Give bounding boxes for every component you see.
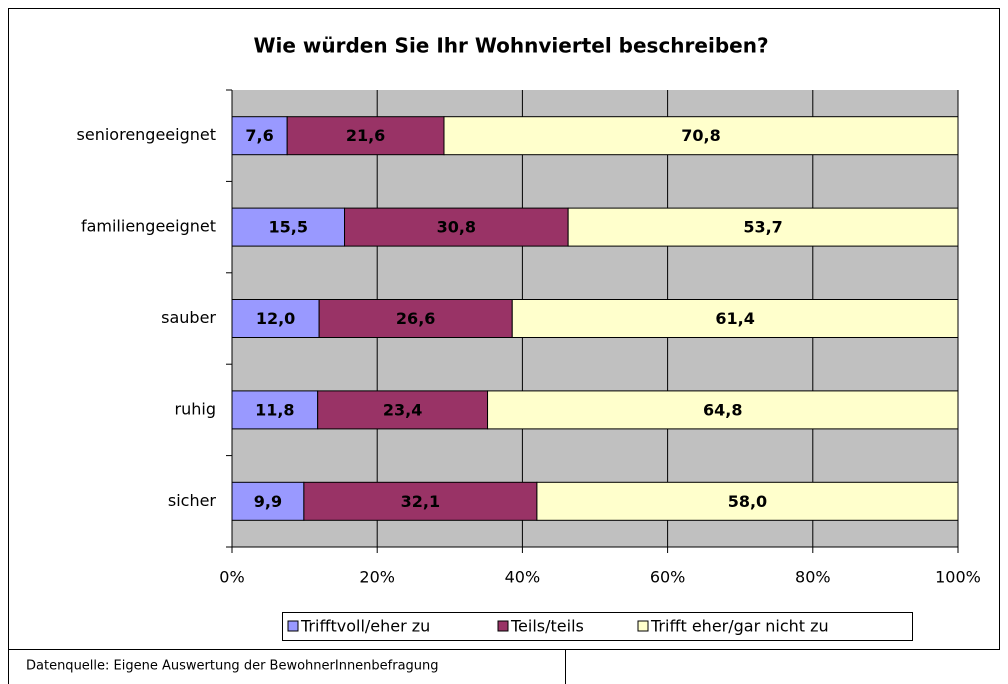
bar-segment <box>303 481 538 521</box>
data-label: 15,5 <box>269 218 308 237</box>
data-label: 7,6 <box>245 126 273 145</box>
y-tick-label: sauber <box>161 308 216 327</box>
data-label: 26,6 <box>396 309 435 328</box>
bar-segment <box>536 481 959 521</box>
legend-swatch <box>287 620 299 632</box>
data-label: 61,4 <box>715 309 754 328</box>
bar-segment <box>567 207 959 247</box>
bar-segment <box>318 299 513 338</box>
data-label: 30,8 <box>437 218 476 237</box>
y-tick-label: familiengeeignet <box>81 217 216 236</box>
y-tick-label: ruhig <box>175 399 216 418</box>
x-tick-label: 60% <box>650 568 686 587</box>
data-label: 12,0 <box>256 309 295 328</box>
y-tick-label: sicher <box>168 491 217 510</box>
legend-swatch <box>637 620 649 632</box>
legend-label: Trifft eher/gar nicht zu <box>650 617 829 636</box>
data-label: 70,8 <box>681 126 720 145</box>
x-tick-label: 100% <box>935 568 981 587</box>
legend-label: Teils/teils <box>510 617 584 636</box>
bar-segment <box>286 116 445 156</box>
bar-segment <box>511 299 959 338</box>
bar-segment <box>231 481 305 521</box>
bar-segment <box>344 207 569 247</box>
bar-segment <box>487 390 959 430</box>
legend-label: Trifftvoll/eher zu <box>300 617 430 636</box>
data-label: 53,7 <box>743 218 782 237</box>
data-label: 58,0 <box>728 492 767 511</box>
chart-title: Wie würden Sie Ihr Wohnviertel beschreib… <box>253 34 768 58</box>
x-tick-label: 80% <box>795 568 831 587</box>
source-note: Datenquelle: Eigene Auswertung der Bewoh… <box>26 659 439 674</box>
data-label: 21,6 <box>346 126 385 145</box>
bar-segment <box>231 207 346 247</box>
y-tick-label: seniorengeeignet <box>77 125 216 144</box>
bar-segment <box>231 299 320 338</box>
data-label: 32,1 <box>401 492 440 511</box>
legend-swatch <box>497 620 509 632</box>
data-label: 23,4 <box>383 400 422 419</box>
data-label: 9,9 <box>254 492 282 511</box>
x-tick-label: 0% <box>219 568 244 587</box>
data-label: 64,8 <box>703 400 742 419</box>
legend-box <box>282 612 913 641</box>
bar-segment <box>231 390 319 430</box>
bar-segment <box>443 116 959 156</box>
data-label: 11,8 <box>255 400 294 419</box>
x-tick-label: 40% <box>505 568 541 587</box>
source-box <box>8 649 566 684</box>
x-tick-label: 20% <box>359 568 395 587</box>
bar-segment <box>317 390 489 430</box>
